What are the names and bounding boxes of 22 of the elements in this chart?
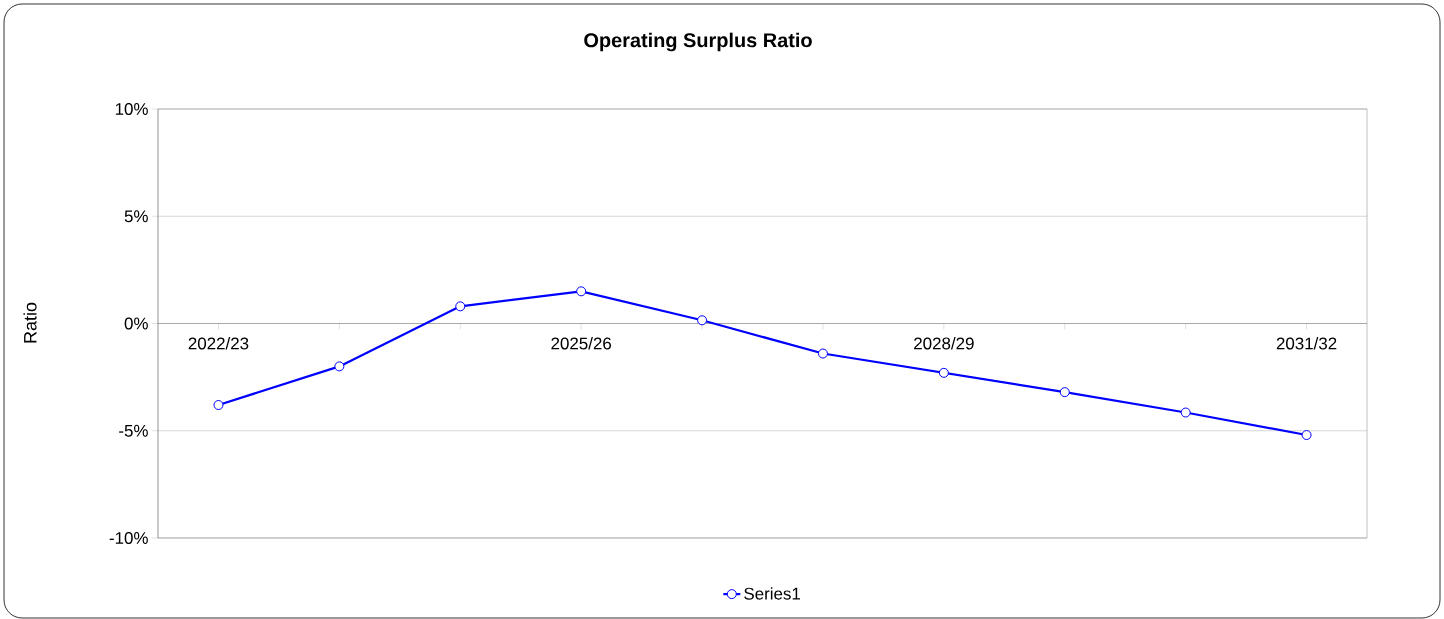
point	[1301, 430, 1312, 441]
y-axis-title: Ratio	[23, 302, 37, 343]
point	[938, 367, 949, 378]
y-tick-label: -10%	[109, 532, 148, 544]
y-tick-label: -5%	[119, 424, 148, 437]
y-tick-label: 0%	[124, 317, 148, 330]
point	[817, 348, 828, 359]
y-tick-label: 5%	[124, 210, 148, 223]
legend-label: Series1	[744, 587, 800, 600]
point	[697, 315, 708, 326]
point	[334, 361, 345, 372]
x-tick-label: 2022/23	[188, 337, 249, 350]
point	[213, 400, 224, 411]
point	[1180, 407, 1191, 418]
chart-title: Operating Surplus Ratio	[584, 32, 812, 52]
x-tick-label: 2028/29	[914, 337, 974, 350]
point	[455, 301, 466, 312]
x-tick-label: 2025/26	[551, 337, 612, 350]
point	[576, 286, 587, 297]
x-tick-label: 2031/32	[1276, 337, 1337, 350]
point	[1059, 387, 1070, 398]
y-tick-label: 10%	[115, 103, 148, 115]
